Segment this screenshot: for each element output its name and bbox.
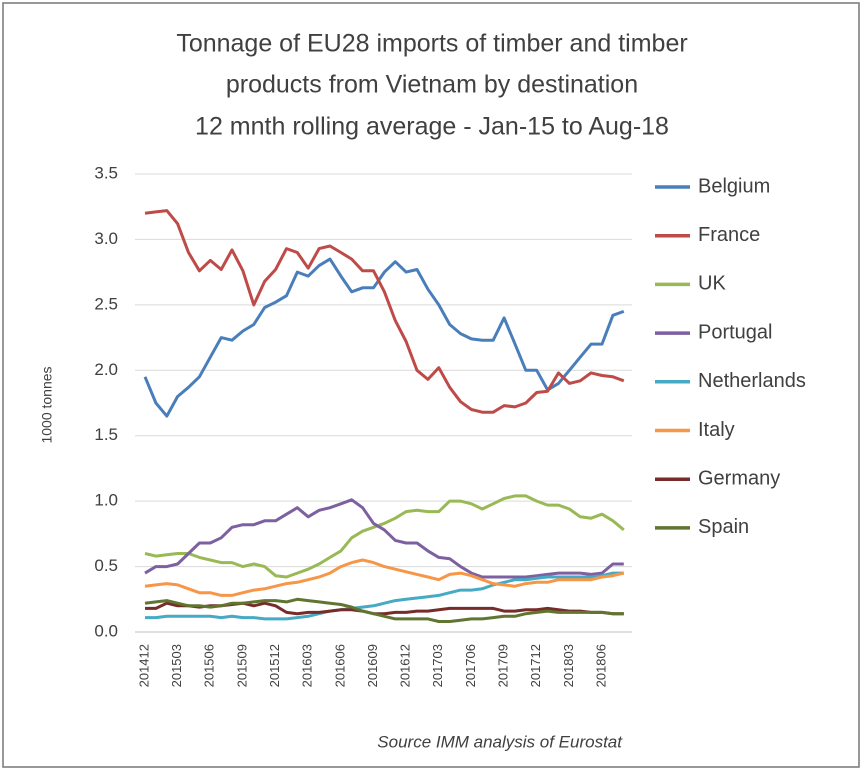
legend-label: France [698,224,760,246]
y-tick-label: 0.5 [94,556,118,575]
x-tick-label: 201603 [300,644,315,687]
x-tick-label: 201606 [332,644,347,687]
x-tick-label: 201509 [234,644,249,687]
series-line [145,571,624,621]
x-tick-label: 201609 [365,644,380,687]
legend-label: Netherlands [698,370,806,392]
series-line [144,558,625,597]
y-tick-label: 1.0 [94,491,118,510]
series-line [143,257,625,418]
y-tick-label: 1.5 [94,425,118,444]
series-line [144,498,624,579]
series-line [144,597,624,623]
y-tick-label: 3.5 [94,163,118,182]
x-tick-label: 201709 [496,644,511,687]
chart-title: Tonnage of EU28 imports of timber and ti… [176,30,687,58]
x-tick-label: 201803 [561,644,576,687]
x-tick-label: 201612 [398,644,413,687]
source-note: Source IMM analysis of Eurostat [377,732,623,751]
x-tick-label: 201512 [267,644,282,687]
legend-label: Spain [698,516,749,538]
legend-label: UK [698,273,726,295]
legend-label: Portugal [698,321,773,343]
legend-label: Belgium [698,175,770,197]
x-tick-label: 201706 [463,644,478,687]
x-tick-label: 201806 [593,644,608,687]
y-tick-label: 2.0 [94,360,118,379]
x-tick-label: 201503 [169,644,184,687]
y-tick-label: 3.0 [94,229,118,248]
x-tick-label: 201703 [430,644,445,687]
y-axis-label: 1000 tonnes [39,366,55,443]
x-tick-label: 201506 [202,644,217,687]
chart-title: 12 mnth rolling average - Jan-15 to Aug-… [195,113,669,141]
chart-title: products from Vietnam by destination [226,71,638,99]
y-tick-label: 0.0 [94,621,118,640]
series-line [144,209,625,414]
legend-label: Italy [698,419,735,441]
x-tick-label: 201712 [528,644,543,687]
x-tick-label: 201412 [136,644,151,687]
series-line [144,494,625,579]
legend-label: Germany [698,467,780,489]
y-tick-label: 2.5 [94,294,118,313]
